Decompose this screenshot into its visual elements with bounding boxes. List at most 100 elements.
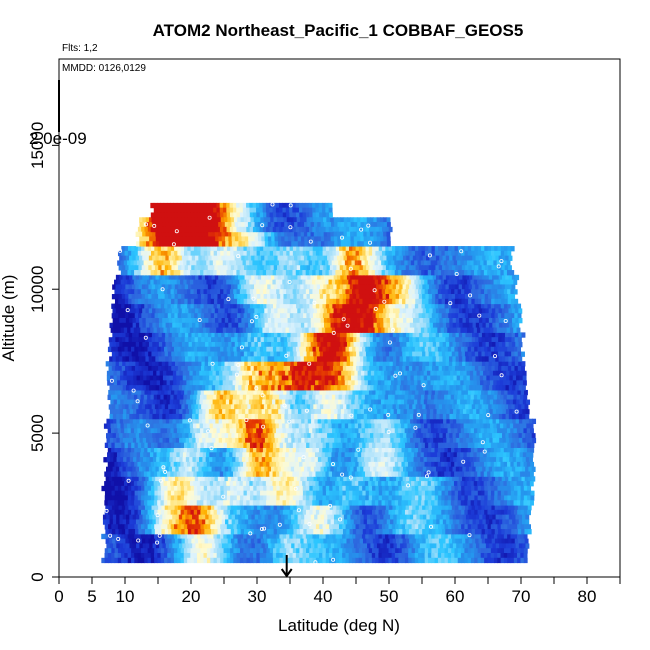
heatmap-cell [209, 471, 214, 477]
heatmap-cell [498, 361, 503, 367]
heatmap-cell [257, 365, 261, 372]
heatmap-cell [325, 394, 330, 401]
heatmap-cell [468, 529, 473, 535]
heatmap-cell [339, 538, 344, 544]
heatmap-cell [517, 447, 521, 453]
heatmap-cell [321, 399, 326, 405]
heatmap-cell [401, 481, 406, 487]
heatmap-cell [366, 519, 371, 525]
heatmap-cell [512, 519, 517, 525]
heatmap-cell [210, 505, 215, 511]
heatmap-cell [507, 505, 512, 511]
heatmap-cell [117, 533, 122, 540]
heatmap-cell [451, 557, 456, 564]
heatmap-cell [372, 442, 376, 448]
heatmap-cell [170, 490, 175, 496]
heatmap-cell [476, 457, 481, 463]
heatmap-cell [370, 437, 375, 444]
heatmap-cell [124, 428, 129, 434]
heatmap-cell [131, 404, 136, 410]
heatmap-cell [197, 529, 202, 535]
heatmap-cell [374, 452, 379, 458]
heatmap-cell [208, 418, 213, 425]
heatmap-cell [193, 524, 198, 530]
heatmap-cell [485, 514, 490, 520]
heatmap-cell [408, 505, 413, 511]
heatmap-cell [382, 389, 387, 396]
heatmap-cell [479, 437, 484, 444]
heatmap-cell [320, 413, 325, 420]
heatmap-cell [117, 471, 122, 477]
heatmap-cell [137, 500, 142, 506]
heatmap-cell [508, 466, 513, 472]
heatmap-cell [131, 505, 136, 511]
heatmap-cell [453, 409, 457, 415]
heatmap-cell [275, 423, 280, 429]
heatmap-cell [290, 365, 294, 372]
heatmap-cell [235, 409, 240, 415]
heatmap-cell [150, 394, 155, 401]
heatmap-cell [327, 519, 332, 525]
heatmap-cell [372, 548, 376, 554]
heatmap-cell [216, 524, 221, 530]
heatmap-cell [207, 490, 212, 496]
heatmap-cell [163, 394, 168, 401]
heatmap-cell [406, 466, 411, 472]
heatmap-cell [160, 509, 165, 516]
heatmap-cell [517, 524, 522, 530]
heatmap-cell [197, 442, 202, 448]
heatmap-cell [230, 490, 235, 496]
heatmap-cell [353, 361, 358, 367]
heatmap-cell [260, 538, 265, 544]
heatmap-cell [224, 433, 229, 439]
heatmap-cell [321, 481, 326, 487]
heatmap-cell [435, 505, 440, 511]
heatmap-cell [123, 481, 128, 487]
heatmap-cell [277, 543, 282, 549]
heatmap-cell [388, 509, 393, 516]
heatmap-cell [118, 490, 123, 496]
heatmap-cell [391, 428, 396, 434]
heatmap-cell [449, 543, 454, 549]
heatmap-cell [121, 557, 126, 564]
heatmap-cell [483, 471, 488, 477]
heatmap-cell [513, 485, 518, 492]
heatmap-cell [467, 524, 472, 530]
heatmap-cell [493, 428, 498, 434]
heatmap-cell [512, 413, 517, 420]
heatmap-cell [444, 553, 449, 559]
heatmap-cell [358, 524, 363, 530]
heatmap-cell [375, 553, 379, 559]
heatmap-cell [245, 409, 250, 415]
heatmap-cell [471, 529, 476, 535]
heatmap-cell [491, 505, 496, 511]
heatmap-cell [498, 413, 503, 420]
heatmap-cell [150, 533, 155, 540]
heatmap-cell [451, 524, 456, 530]
heatmap-cell [344, 370, 349, 377]
heatmap-cell [367, 457, 372, 463]
heatmap-cell [421, 557, 426, 564]
heatmap-cell [523, 423, 527, 429]
heatmap-cell [251, 418, 256, 425]
heatmap-cell [196, 452, 201, 458]
heatmap-cell [333, 413, 338, 420]
heatmap-cell [391, 485, 396, 492]
heatmap-cell [309, 553, 313, 559]
heatmap-cell [154, 365, 159, 372]
heatmap-cell [354, 399, 359, 405]
heatmap-cell [134, 485, 139, 492]
heatmap-cell [309, 557, 314, 564]
heatmap-cell [505, 418, 510, 425]
heatmap-cell [361, 471, 366, 477]
heatmap-cell [320, 538, 324, 544]
heatmap-cell [264, 466, 269, 472]
heatmap-cell [518, 476, 523, 482]
heatmap-cell [142, 409, 147, 415]
heatmap-cell [203, 524, 208, 530]
heatmap-cell [453, 423, 458, 429]
heatmap-cell [330, 413, 335, 420]
heatmap-cell [334, 437, 339, 444]
heatmap-cell [440, 500, 445, 506]
heatmap-cell [229, 423, 234, 429]
